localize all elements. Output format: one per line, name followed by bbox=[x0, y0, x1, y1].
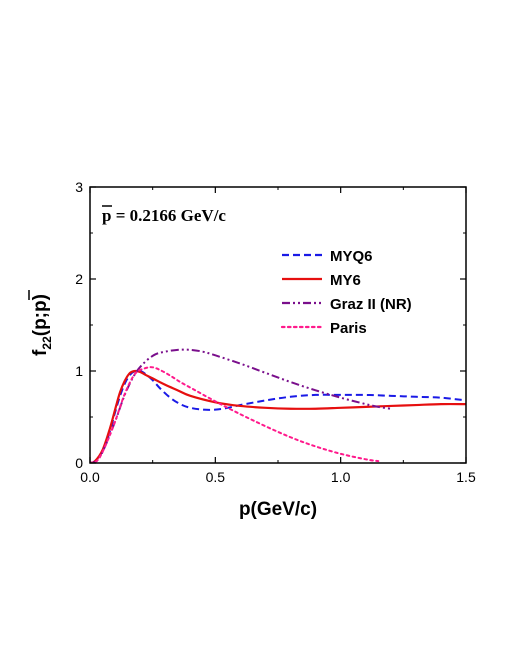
legend-label-1: MYQ6 bbox=[330, 248, 373, 265]
y-tick-label: 1 bbox=[75, 363, 83, 379]
y-axis-title: f22(p;p) bbox=[28, 290, 54, 356]
y-tick-label: 0 bbox=[75, 455, 83, 471]
legend-label-4: Paris bbox=[330, 320, 367, 337]
y-axis-title-subscript: 22 bbox=[40, 336, 54, 350]
legend: MYQ6 MY6 Graz II (NR) Paris bbox=[280, 248, 412, 337]
x-tick-label: 0.0 bbox=[80, 469, 100, 485]
series-layer bbox=[90, 348, 466, 463]
x-tick-label: 0.5 bbox=[206, 469, 226, 485]
y-axis-title-args: (p;p) bbox=[30, 294, 51, 336]
series-line-1 bbox=[90, 369, 466, 463]
y-axis-title-main: f bbox=[30, 349, 51, 356]
legend-label-2: MY6 bbox=[330, 272, 361, 289]
x-tick-label: 1.0 bbox=[331, 469, 351, 485]
plot-frame bbox=[89, 186, 467, 464]
svg-text:f22(p;p): f22(p;p) bbox=[30, 294, 54, 356]
y-tick-label: 2 bbox=[75, 271, 83, 287]
series-line-2 bbox=[90, 369, 466, 463]
ticks-layer: 0.0 0.5 1.0 1.5 0 1 2 3 bbox=[75, 179, 476, 485]
annotation-symbol: p bbox=[102, 206, 111, 225]
x-axis-title: p(GeV/c) bbox=[239, 499, 317, 520]
annotation-text: = 0.2166 GeV/c bbox=[111, 206, 226, 225]
x-tick-label: 1.5 bbox=[456, 469, 476, 485]
annotation: p = 0.2166 GeV/c bbox=[102, 205, 226, 225]
svg-text:p = 0.2166 GeV/c: p = 0.2166 GeV/c bbox=[102, 206, 226, 225]
legend-label-3: Graz II (NR) bbox=[330, 296, 412, 313]
y-tick-label: 3 bbox=[75, 179, 83, 195]
series-line-4 bbox=[90, 366, 380, 463]
